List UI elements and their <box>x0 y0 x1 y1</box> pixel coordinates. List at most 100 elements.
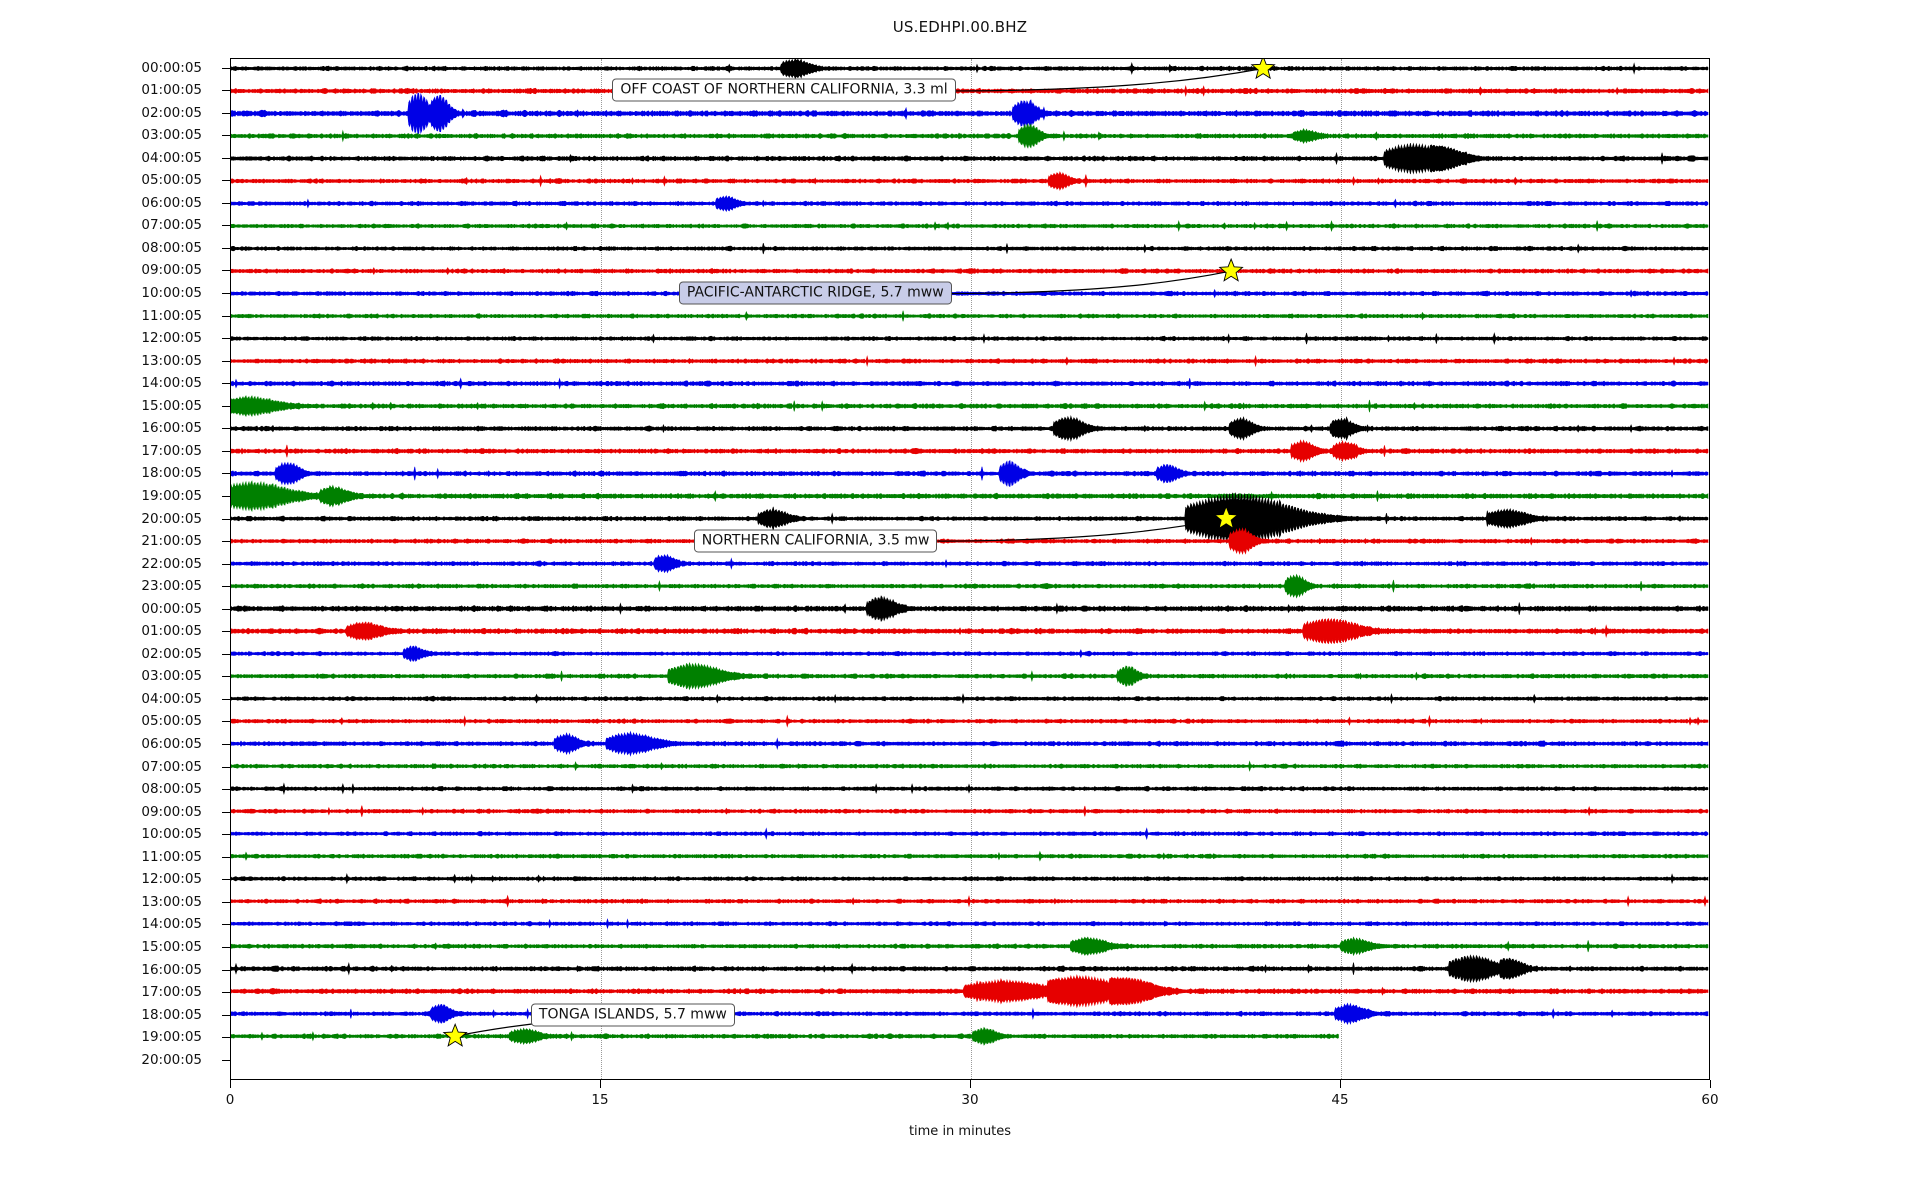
annotation-leader-line <box>951 270 1232 295</box>
x-axis-tick-labels: 0 15 30 45 60 <box>0 1080 1920 1140</box>
event-star-icon <box>1250 59 1276 80</box>
x-tick-label: 0 <box>225 1092 235 1108</box>
y-tick-label: 03:00:05 <box>141 127 202 144</box>
y-tick-label: 22:00:05 <box>141 555 202 572</box>
y-tick-label: 13:00:05 <box>141 893 202 910</box>
y-tick-label: 07:00:05 <box>141 758 202 775</box>
seismogram-trace <box>231 92 1709 135</box>
y-tick-mark <box>222 135 230 137</box>
y-tick-mark <box>222 450 230 452</box>
y-tick-label: 06:00:05 <box>141 736 202 752</box>
y-tick-label: 09:00:05 <box>141 262 202 279</box>
y-tick-mark <box>222 969 230 971</box>
y-tick-label: 17:00:05 <box>141 984 202 1001</box>
y-tick-label: 21:00:05 <box>141 533 202 550</box>
y-tick-mark <box>222 766 230 768</box>
y-tick-label: 11:00:05 <box>141 307 202 324</box>
y-tick-mark <box>222 608 230 610</box>
seismogram-trace <box>231 918 1709 930</box>
y-tick-mark <box>222 225 230 227</box>
seismogram-trace <box>231 439 1709 463</box>
y-tick-mark <box>222 856 230 858</box>
x-tick-label: 30 <box>961 1092 979 1108</box>
y-tick-label: 08:00:05 <box>141 781 202 798</box>
event-annotation-label[interactable]: NORTHERN CALIFORNIA, 3.5 mw <box>693 529 938 553</box>
y-tick-label: 14:00:05 <box>141 375 202 392</box>
seismogram-trace <box>231 59 1709 80</box>
x-tick-mark <box>970 1080 971 1088</box>
y-tick-mark <box>222 90 230 92</box>
seismogram-trace <box>231 354 1709 368</box>
y-tick-label: 15:00:05 <box>141 397 202 414</box>
y-tick-mark <box>222 67 230 69</box>
y-tick-label: 12:00:05 <box>141 330 202 347</box>
seismogram-trace <box>231 782 1709 796</box>
y-tick-label: 18:00:05 <box>141 465 202 482</box>
y-tick-mark <box>222 428 230 430</box>
y-tick-label: 06:00:05 <box>141 194 202 211</box>
y-tick-mark <box>222 360 230 362</box>
y-tick-mark <box>222 698 230 700</box>
y-tick-label: 17:00:05 <box>141 442 202 459</box>
y-tick-mark <box>222 676 230 678</box>
y-tick-mark <box>222 879 230 881</box>
y-tick-label: 08:00:05 <box>141 239 202 256</box>
y-tick-label: 02:00:05 <box>141 104 202 121</box>
seismogram-trace <box>231 267 1709 275</box>
y-tick-label: 05:00:05 <box>141 172 202 189</box>
seismogram-trace <box>231 242 1709 255</box>
y-tick-label: 02:00:05 <box>141 645 202 662</box>
event-annotation-label[interactable]: OFF COAST OF NORTHERN CALIFORNIA, 3.3 ml <box>612 78 956 102</box>
seismogram-trace <box>231 123 1709 149</box>
x-tick-mark <box>1710 1080 1711 1088</box>
y-tick-mark <box>222 631 230 633</box>
y-tick-mark <box>222 811 230 813</box>
event-star-icon <box>1218 257 1244 282</box>
event-annotation-label[interactable]: TONGA ISLANDS, 5.7 mww <box>530 1003 735 1027</box>
y-tick-label: 20:00:05 <box>141 1051 202 1068</box>
seismogram-trace <box>231 573 1709 599</box>
seismogram-trace <box>231 827 1709 841</box>
event-annotation-label[interactable]: PACIFIC-ANTARCTIC RIDGE, 5.7 mww <box>678 281 952 305</box>
seismogram-trace <box>231 936 1709 957</box>
seismogram-trace <box>231 850 1709 862</box>
seismogram-trace <box>231 894 1709 908</box>
y-tick-label: 23:00:05 <box>141 578 202 595</box>
page-title: US.EDHPI.00.BHZ <box>892 18 1028 36</box>
y-tick-label: 01:00:05 <box>141 82 202 99</box>
y-tick-mark <box>222 653 230 655</box>
y-tick-mark <box>222 586 230 588</box>
x-tick-mark <box>1340 1080 1341 1088</box>
y-tick-label: 12:00:05 <box>141 871 202 888</box>
y-tick-label: 11:00:05 <box>141 848 202 865</box>
y-tick-mark <box>222 744 230 745</box>
y-tick-label: 07:00:05 <box>141 217 202 234</box>
y-tick-mark <box>222 563 230 565</box>
seismogram-trace <box>231 395 1709 417</box>
y-tick-mark <box>222 495 230 497</box>
y-tick-mark <box>222 946 230 948</box>
y-tick-label: 00:00:05 <box>141 600 202 617</box>
seismogram-trace <box>231 553 1709 574</box>
seismogram-trace <box>231 492 1709 545</box>
y-tick-label: 16:00:05 <box>141 961 202 978</box>
x-tick-label: 45 <box>1331 1092 1349 1108</box>
y-tick-label: 03:00:05 <box>141 668 202 685</box>
y-tick-label: 19:00:05 <box>141 487 202 504</box>
seismogram-traces <box>231 59 1709 1046</box>
seismogram-trace <box>231 480 1709 513</box>
y-tick-mark <box>222 834 230 836</box>
event-star-icon <box>1213 505 1239 530</box>
y-tick-mark <box>222 789 230 791</box>
seismogram-trace <box>231 872 1709 885</box>
event-star-icon <box>442 1023 468 1047</box>
y-tick-mark <box>222 901 230 903</box>
annotation-leader-line <box>937 518 1227 542</box>
seismogram-trace <box>231 974 1709 1009</box>
y-tick-mark <box>222 405 230 407</box>
y-tick-mark <box>222 293 230 294</box>
seismogram-trace <box>231 617 1709 645</box>
y-tick-label: 18:00:05 <box>141 1006 202 1023</box>
y-tick-mark <box>222 721 230 723</box>
